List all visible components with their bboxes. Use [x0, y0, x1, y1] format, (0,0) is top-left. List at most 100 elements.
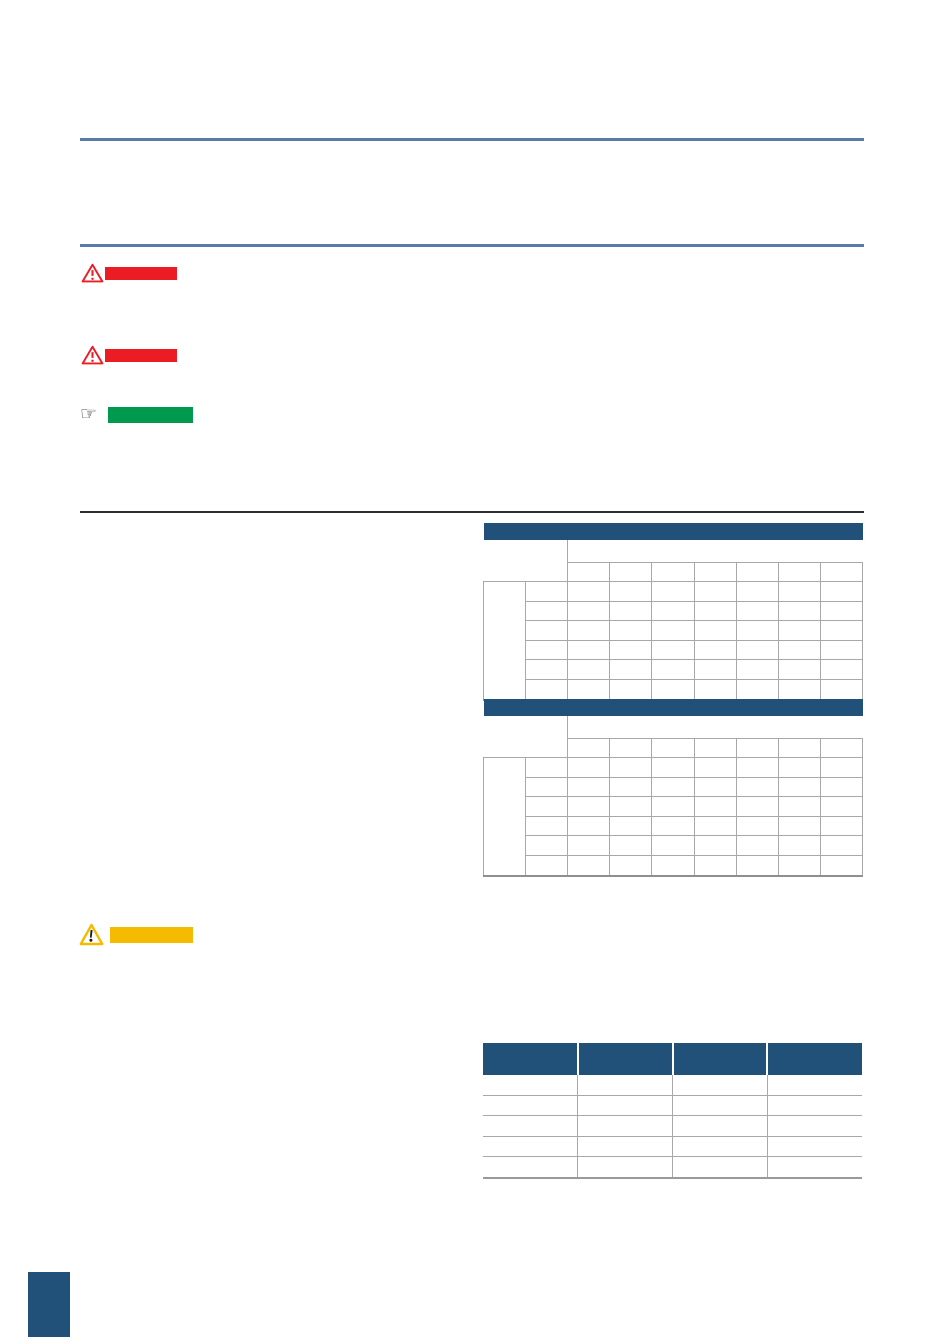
value-cell [819, 639, 864, 661]
value-cell [567, 659, 611, 680]
pointing-hand-icon: ☞ [80, 404, 98, 425]
value-cell [777, 620, 821, 641]
column-header-row [483, 562, 864, 582]
table-row [483, 1075, 862, 1096]
value-cell [567, 620, 611, 641]
table-header-cell [672, 1043, 769, 1075]
table-row [484, 678, 864, 701]
table-row [484, 796, 864, 817]
row-label-cell [525, 620, 569, 641]
value-cell [567, 639, 611, 661]
table-cell [767, 1075, 862, 1096]
value-cell [651, 776, 695, 798]
value-cell [819, 776, 864, 798]
row-label-cell [525, 776, 569, 798]
page-number-tab [28, 1272, 70, 1337]
table-row [482, 756, 864, 877]
table-header-cell [577, 1043, 674, 1075]
value-cell [651, 815, 695, 837]
value-cell [651, 757, 695, 778]
value-cell [819, 796, 864, 817]
table-cell [483, 1115, 579, 1137]
table-cell [483, 1095, 579, 1117]
value-cell [609, 776, 653, 798]
row-label-cell [525, 854, 569, 877]
spec-table-1 [482, 523, 864, 701]
column-header-cell [609, 562, 653, 582]
value-cell [693, 581, 737, 602]
warning-badge [80, 344, 280, 368]
value-cell [693, 659, 737, 680]
table-cell [577, 1136, 673, 1158]
column-group-header-cell [567, 540, 863, 563]
spacer-cell [483, 738, 568, 758]
value-cell [609, 600, 653, 622]
table-cell [767, 1095, 862, 1117]
value-cell [609, 581, 653, 602]
value-cell [609, 620, 653, 641]
caution-badge [78, 922, 298, 950]
value-cell [609, 678, 653, 701]
table-row [483, 1156, 862, 1179]
value-cell [735, 581, 779, 602]
table-cell [577, 1156, 673, 1179]
column-header-cell [735, 738, 779, 758]
row-group-label-cell [482, 756, 527, 877]
spec-table [482, 699, 864, 877]
value-cell [651, 678, 695, 701]
value-cell [735, 796, 779, 817]
column-header-cell [777, 562, 821, 582]
value-cell [819, 815, 864, 837]
value-cell [693, 854, 737, 877]
warning-triangle-icon [81, 263, 104, 283]
value-cell [609, 639, 653, 661]
row-label-cell [525, 639, 569, 661]
column-header-cell [609, 738, 653, 758]
column-group-row [484, 540, 863, 563]
value-cell [735, 639, 779, 661]
value-cell [651, 835, 695, 856]
table-cell [767, 1115, 862, 1137]
value-cell [777, 757, 821, 778]
value-cell [567, 600, 611, 622]
value-cell [609, 854, 653, 877]
table-cell [577, 1115, 673, 1137]
caution-label-bar [110, 927, 193, 943]
value-cell [777, 600, 821, 622]
note-badge: ☞ [80, 403, 300, 427]
table-cell [483, 1156, 579, 1179]
row-label-cell [525, 757, 569, 778]
warning-label-bar [105, 349, 177, 362]
table-cell [577, 1095, 673, 1117]
value-cell [693, 639, 737, 661]
value-cell [693, 678, 737, 701]
parts-table [483, 1043, 862, 1179]
table-cell [672, 1075, 768, 1096]
row-label-cell [525, 835, 569, 856]
warning-label-bar [105, 267, 177, 280]
value-cell [567, 854, 611, 877]
table-cell [483, 1075, 579, 1096]
value-cell [693, 600, 737, 622]
column-header-cell [567, 562, 611, 582]
value-cell [693, 796, 737, 817]
value-cell [819, 659, 864, 680]
value-cell [651, 600, 695, 622]
warning-triangle-icon [81, 345, 104, 365]
value-cell [693, 835, 737, 856]
value-cell [777, 835, 821, 856]
table-row [484, 620, 864, 641]
table-header-cell [483, 1043, 579, 1075]
table-cell [672, 1136, 768, 1158]
table-cell [577, 1075, 673, 1096]
column-header-cell [651, 562, 695, 582]
value-cell [609, 796, 653, 817]
row-label-cell [525, 796, 569, 817]
value-cell [651, 796, 695, 817]
spacer-cell [484, 716, 568, 739]
value-cell [567, 796, 611, 817]
value-cell [735, 678, 779, 701]
parts-table-grid [483, 1043, 862, 1179]
value-cell [777, 678, 821, 701]
value-cell [651, 659, 695, 680]
